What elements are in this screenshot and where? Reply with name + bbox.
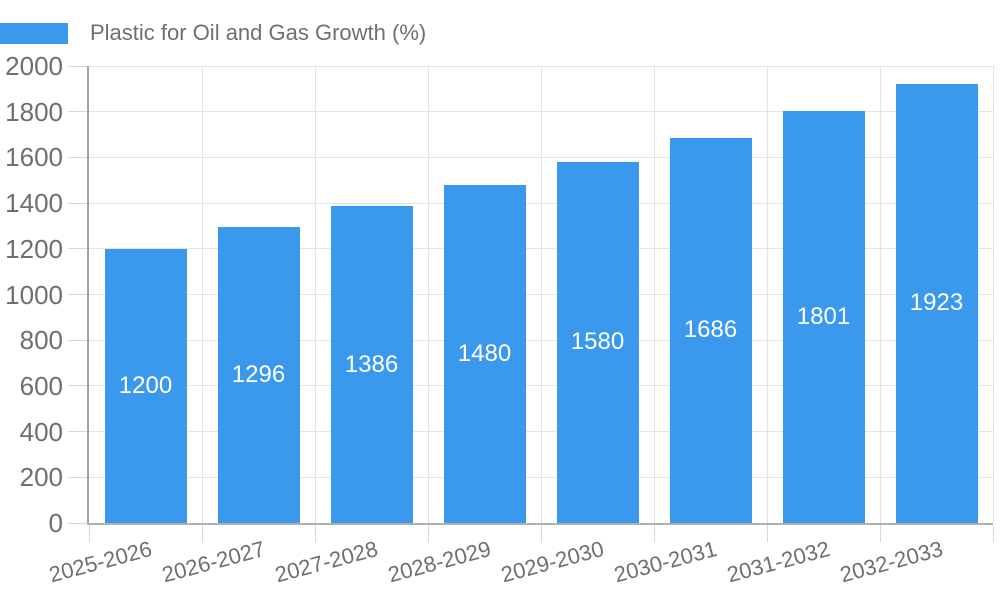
y-axis-label: 600 xyxy=(19,370,63,401)
y-axis-line xyxy=(87,66,89,525)
y-axis-label: 1800 xyxy=(5,96,63,127)
x-gridline xyxy=(766,66,768,523)
x-tick xyxy=(879,525,881,542)
x-gridline xyxy=(427,66,429,523)
bar xyxy=(556,161,639,523)
y-tick xyxy=(68,385,87,387)
bar-value-label: 1801 xyxy=(796,303,851,331)
bar xyxy=(330,206,413,523)
bar-value-label: 1480 xyxy=(457,339,512,367)
y-tick xyxy=(68,65,87,67)
y-axis-label: 200 xyxy=(19,462,63,493)
y-tick xyxy=(68,522,87,524)
bar-value-label: 1923 xyxy=(909,289,964,317)
x-tick xyxy=(314,525,316,542)
y-axis-label: 1600 xyxy=(5,142,63,173)
y-tick xyxy=(68,111,87,113)
bar xyxy=(669,137,752,523)
y-tick xyxy=(68,294,87,295)
bar xyxy=(104,248,187,523)
y-axis-label: 1000 xyxy=(5,279,63,310)
y-axis-label: 1400 xyxy=(5,188,63,219)
y-tick xyxy=(68,248,87,250)
x-gridline xyxy=(879,66,881,523)
bar-value-label: 1200 xyxy=(118,371,173,399)
y-tick xyxy=(68,431,87,433)
bar xyxy=(895,83,978,523)
y-axis-label: 0 xyxy=(48,508,63,538)
bar xyxy=(782,111,865,523)
y-tick xyxy=(68,339,87,341)
y-axis-label: 2000 xyxy=(5,51,63,81)
bar-value-label: 1580 xyxy=(570,328,625,356)
x-tick xyxy=(766,525,768,542)
y-axis-label: 400 xyxy=(19,416,63,447)
y-tick xyxy=(68,156,87,158)
y-tick xyxy=(68,202,87,204)
x-tick xyxy=(992,525,994,542)
x-gridline xyxy=(653,66,655,523)
bar xyxy=(443,184,526,523)
x-tick xyxy=(540,525,542,542)
legend-swatch xyxy=(0,22,68,44)
x-gridline xyxy=(314,66,316,523)
x-tick xyxy=(201,525,203,542)
x-axis-line xyxy=(87,523,993,525)
bar-value-label: 1386 xyxy=(344,350,399,378)
bar-value-label: 1686 xyxy=(683,316,738,344)
y-axis-label: 800 xyxy=(19,325,63,356)
x-gridline xyxy=(992,66,994,523)
y-tick xyxy=(68,476,87,478)
y-axis-label: 1200 xyxy=(5,233,63,264)
x-tick xyxy=(653,525,655,542)
x-gridline xyxy=(540,66,542,523)
x-tick xyxy=(427,525,429,542)
x-tick xyxy=(88,525,90,542)
bar-value-label: 1296 xyxy=(231,360,286,388)
x-gridline xyxy=(201,66,203,523)
bar xyxy=(217,226,300,523)
plot-area: 0 200 400 600 800 1000 1200 1400 1600 1800 2000 120… xyxy=(5,52,994,587)
legend-label: Plastic for Oil and Gas Growth (%) xyxy=(90,20,427,45)
legend: Plastic for Oil and Gas Growth (%) xyxy=(0,20,426,46)
